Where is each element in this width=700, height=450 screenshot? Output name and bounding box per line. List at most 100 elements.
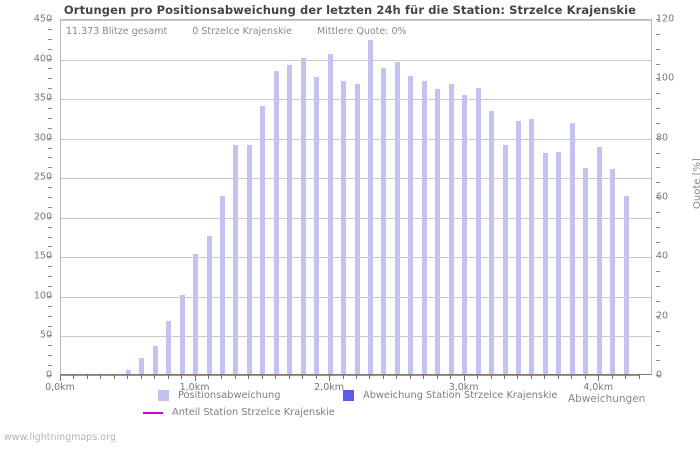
y2-axis-minor-tick	[656, 375, 660, 376]
y2-axis-minor-tick	[656, 256, 660, 258]
y-axis-tick-label: 150	[33, 250, 52, 262]
y2-axis-minor-tick	[656, 78, 660, 80]
legend-swatch-icon	[158, 390, 169, 401]
x-axis-tick	[73, 375, 75, 379]
x-axis-tick	[584, 375, 586, 379]
x-axis-tick	[86, 375, 88, 379]
y-axis-minor-tick	[48, 48, 52, 50]
y-axis-minor-tick	[48, 177, 52, 179]
y-axis-tick-label: 0	[6, 370, 52, 381]
bar	[341, 81, 347, 374]
y2-axis-minor-tick	[656, 182, 660, 184]
y-axis-minor-tick	[48, 325, 52, 327]
x-axis-label: Abweichungen	[568, 393, 646, 405]
y2-axis-minor-tick	[656, 241, 660, 243]
bar	[408, 75, 414, 374]
y-axis-minor-tick	[48, 167, 52, 169]
annotation-total: 11.373 Blitze gesamt	[66, 26, 168, 37]
bar	[273, 71, 279, 374]
plot-area	[60, 19, 652, 377]
bar	[435, 89, 441, 374]
y2-axis-minor-tick	[656, 360, 660, 362]
x-axis-tick	[517, 375, 519, 379]
x-axis-tick	[154, 375, 156, 379]
x-axis-major-tick	[60, 375, 61, 381]
y-axis-minor-tick	[48, 365, 52, 367]
y2-axis-minor-tick	[656, 197, 660, 198]
bar	[152, 346, 158, 374]
bar	[354, 84, 360, 374]
bar	[583, 167, 589, 374]
y2-axis-tick-label: 80	[656, 132, 669, 144]
x-axis-tick-label: 2,0km	[314, 382, 345, 393]
y2-axis-minor-tick	[656, 93, 660, 95]
legend-item-positionsabweichung[interactable]: Positionsabweichung	[158, 390, 280, 401]
x-axis-tick	[369, 375, 371, 379]
bar	[193, 253, 199, 374]
y2-axis-tick-label: 120	[656, 13, 675, 25]
y2-axis-tick-label: 40	[656, 250, 669, 262]
y2-axis-minor-tick	[656, 315, 660, 317]
y-axis-right: 0 20 40 60 80 100 120	[656, 14, 700, 381]
y-axis-minor-tick	[48, 216, 52, 218]
y2-axis-tick-label: 100	[656, 72, 675, 84]
bar	[327, 53, 333, 374]
x-axis-tick	[557, 375, 559, 379]
bars-layer	[61, 20, 651, 374]
x-axis-tick-label: 3,0km	[448, 382, 479, 393]
y-axis-minor-tick	[48, 206, 52, 208]
x-axis-major-tick	[463, 375, 465, 381]
x-axis-tick	[100, 375, 102, 379]
y-axis-minor-tick	[48, 98, 52, 100]
y-axis-minor-tick	[48, 117, 52, 119]
bar	[596, 146, 602, 374]
y2-axis-minor-tick	[656, 137, 660, 139]
y-axis-minor-tick	[48, 286, 52, 287]
x-axis: 0,0km 1,0km 2,0km 3,0km 4,0km	[45, 375, 652, 397]
x-axis-tick	[450, 375, 452, 379]
y2-axis-minor-tick	[656, 152, 660, 154]
legend-label: Anteil Station Strzelce Krajenskie	[172, 407, 335, 418]
y2-axis-minor-tick	[656, 226, 660, 228]
y-axis-minor-tick	[48, 246, 52, 248]
y-axis-minor-tick	[48, 295, 52, 297]
x-axis-tick	[396, 375, 398, 379]
watermark: www.lightningmaps.org	[4, 432, 116, 443]
y-axis-minor-tick	[48, 345, 52, 347]
x-axis-tick	[288, 375, 290, 379]
legend-swatch-icon	[343, 390, 354, 401]
bar	[206, 235, 212, 374]
bar	[556, 151, 562, 374]
y-axis-minor-tick	[48, 108, 52, 109]
legend-item-abweichung-station[interactable]: Abweichung Station Strzelce Krajenskie	[343, 390, 557, 401]
x-axis-major-tick	[598, 375, 600, 381]
y-axis-tick-label: 50	[39, 329, 52, 341]
bar	[233, 144, 239, 374]
y-axis-minor-tick	[48, 137, 52, 139]
x-axis-major-tick	[329, 375, 331, 381]
annotation-row: 11.373 Blitze gesamt 0 Strzelce Krajensk…	[66, 26, 429, 37]
y2-axis-minor-tick	[656, 330, 660, 332]
x-axis-tick	[208, 375, 209, 379]
y2-axis-tick-label: 60	[656, 191, 669, 203]
gridline	[61, 20, 651, 21]
bar	[179, 294, 185, 374]
x-axis-tick	[504, 375, 505, 379]
y-axis-minor-tick	[48, 315, 52, 317]
y2-axis-minor-tick	[656, 48, 660, 50]
y-axis-minor-tick	[48, 187, 52, 189]
x-axis-tick	[436, 375, 438, 379]
y-axis-minor-tick	[48, 256, 52, 258]
y-axis-minor-tick	[48, 78, 52, 80]
bar	[475, 88, 481, 374]
legend: Positionsabweichung Abweichung Station S…	[0, 390, 700, 432]
y-axis-minor-tick	[48, 197, 52, 198]
bar	[515, 120, 521, 374]
legend-item-anteil-station[interactable]: Anteil Station Strzelce Krajenskie	[143, 407, 335, 418]
quote-line-layer	[61, 20, 651, 377]
y-axis-minor-tick	[48, 88, 52, 90]
y2-axis-minor-tick	[656, 211, 660, 213]
y-axis-tick-label: 400	[33, 53, 52, 65]
y2-axis-minor-tick	[656, 286, 660, 287]
y-axis-minor-tick	[48, 157, 52, 159]
